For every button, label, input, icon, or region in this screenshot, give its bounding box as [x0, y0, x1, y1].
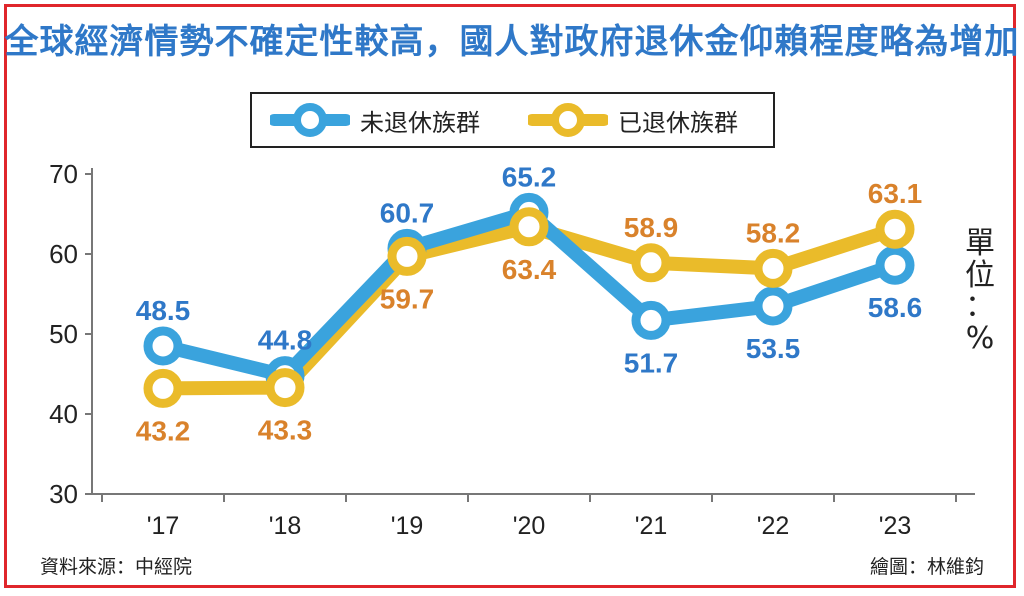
data-point-retired — [265, 368, 305, 408]
data-label-retired: 63.1 — [868, 178, 923, 209]
data-point-retired — [143, 368, 183, 408]
x-tick-label: '20 — [513, 512, 546, 540]
data-point-unretired — [143, 326, 183, 366]
data-label-unretired: 53.5 — [746, 333, 801, 364]
data-point-retired — [387, 236, 427, 276]
y-tick-label: 50 — [49, 319, 78, 349]
data-label-unretired: 60.7 — [380, 197, 435, 228]
y-tick-label: 70 — [49, 159, 78, 189]
data-point-unretired — [875, 245, 915, 285]
credit-note: 繪圖：林維鈞 — [869, 556, 984, 578]
legend: 未退休族群 已退休族群 — [250, 92, 775, 148]
legend-marker-unretired — [270, 103, 350, 137]
data-label-unretired: 48.5 — [136, 295, 191, 326]
data-label-unretired: 51.7 — [624, 347, 679, 378]
data-point-unretired — [753, 286, 793, 326]
legend-marker-retired — [528, 103, 608, 137]
data-label-retired: 63.4 — [502, 254, 557, 285]
unit-label: 單 位 ： % — [960, 228, 1000, 354]
data-label-unretired: 65.2 — [502, 161, 557, 192]
legend-label-unretired: 未退休族群 — [360, 108, 480, 137]
legend-label-retired: 已退休族群 — [618, 108, 738, 137]
x-tick-label: '21 — [635, 512, 668, 540]
unit-char: 位 — [965, 257, 995, 293]
data-label-unretired: 58.6 — [868, 292, 923, 323]
unit-char: 單 — [965, 226, 995, 261]
data-label-retired: 43.3 — [258, 415, 313, 446]
x-tick-label: '17 — [147, 512, 180, 540]
legend-item-unretired: 未退休族群 — [270, 94, 480, 146]
data-point-retired — [631, 243, 671, 283]
data-label-unretired: 44.8 — [258, 325, 313, 356]
chart-title: 全球經濟情勢不確定性較高，國人對政府退休金仰賴程度略為增加 — [4, 22, 1020, 62]
data-label-retired: 59.7 — [380, 283, 435, 314]
data-label-retired: 43.2 — [136, 415, 191, 446]
data-point-unretired — [631, 300, 671, 340]
unit-char: ： — [965, 289, 995, 324]
data-label-retired: 58.9 — [624, 212, 679, 243]
y-tick-label: 30 — [49, 479, 78, 509]
x-tick-label: '23 — [879, 512, 912, 540]
x-tick-label: '22 — [757, 512, 790, 540]
data-point-retired — [875, 209, 915, 249]
data-label-retired: 58.2 — [746, 217, 801, 248]
data-point-retired — [753, 248, 793, 288]
x-tick-label: '19 — [391, 512, 424, 540]
y-tick-label: 60 — [49, 239, 78, 269]
source-note: 資料來源：中經院 — [40, 556, 193, 578]
y-tick-label: 40 — [49, 399, 78, 429]
x-tick-label: '18 — [269, 512, 302, 540]
legend-item-retired: 已退休族群 — [528, 94, 738, 146]
data-point-retired — [509, 207, 549, 247]
unit-char: % — [965, 320, 995, 356]
